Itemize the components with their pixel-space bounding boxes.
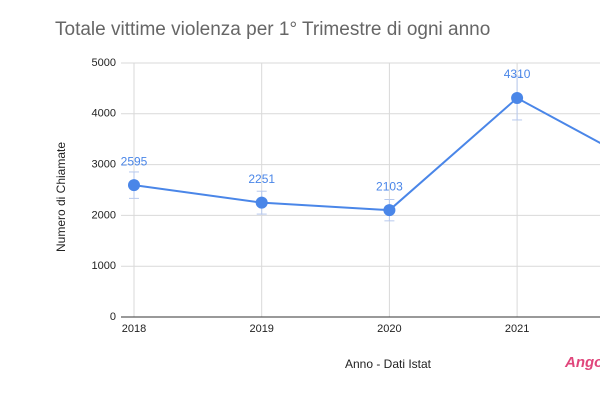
chart-title: Totale vittime violenza per 1° Trimestre… (55, 19, 490, 40)
line (133, 96, 600, 212)
point (383, 204, 396, 217)
x-tick-label: 2018 (122, 323, 146, 335)
x-axis-label: Anno - Dati Istat (345, 357, 432, 371)
y-tick-label: 1000 (92, 260, 116, 272)
data-label: 2595 (121, 154, 148, 168)
x-tick-label: 2019 (249, 323, 273, 335)
data-label: 2103 (376, 179, 403, 193)
watermark: Angol (564, 354, 600, 371)
y-tick-label: 0 (110, 311, 116, 323)
point (255, 196, 268, 209)
x-tick-label: 2021 (505, 323, 529, 335)
y-tick-label: 2000 (92, 209, 116, 221)
data-label: 4310 (504, 67, 531, 81)
point (511, 92, 524, 105)
data-label: 2251 (248, 172, 275, 186)
x-tick-label: 2020 (377, 323, 401, 335)
point (128, 179, 140, 192)
y-tick-label: 5000 (92, 57, 116, 69)
y-tick-label: 4000 (92, 108, 116, 120)
y-axis-label: Numero di Chiamate (54, 142, 68, 252)
y-tick-label: 3000 (92, 159, 116, 171)
